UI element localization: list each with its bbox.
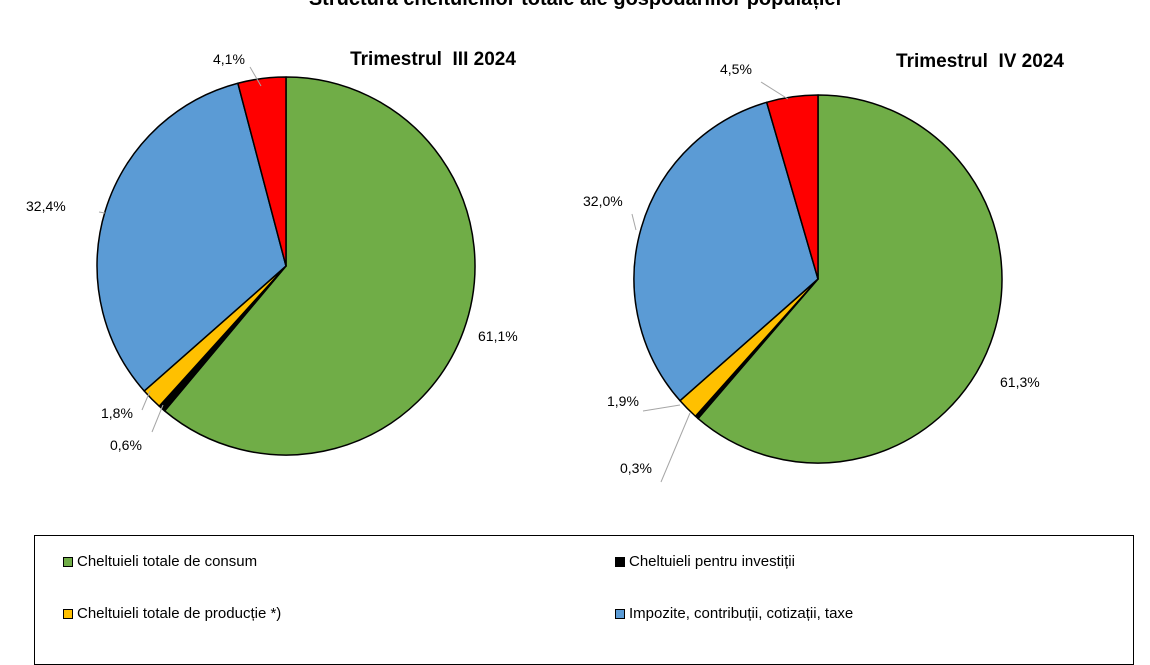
pie-title-q4: Trimestrul IV 2024 (896, 51, 1064, 72)
chart-main-title: Structura cheltuielilor totale ale gospo… (0, 0, 1150, 14)
legend-swatch-impozite (615, 608, 625, 619)
legend-swatch-consum (63, 556, 73, 567)
pie-slice-q4-alte (765, 94, 819, 280)
data-label-q4-productie: 1,9% (607, 393, 639, 409)
pie-charts: Trimestrul III 2024 61,1% 0,6% 1,8% 32,4% 4,… (26, 49, 1064, 483)
data-label-q4-investitii: 0,3% (620, 460, 652, 476)
pie-slice-q3-impozite (96, 82, 287, 392)
leader-line-q4-alte (760, 81, 789, 100)
pie-chart-q3: Trimestrul III 2024 61,1% 0,6% 1,8% 32,4% 4,… (26, 49, 518, 456)
legend-label-consum: Cheltuieli totale de consum (77, 553, 258, 570)
legend-item-investitii: Cheltuieli pentru investiții (615, 553, 795, 570)
data-label-q3-investitii: 0,6% (110, 437, 142, 453)
data-label-q4-consum: 61,3% (1000, 374, 1040, 390)
leader-line-q3-impozite (98, 211, 106, 214)
data-label-q4-impozite: 32,0% (583, 193, 623, 209)
leader-line-q3-alte (249, 66, 262, 87)
leader-line-q4-investitii (660, 412, 691, 483)
data-label-q3-alte: 4,1% (213, 51, 245, 67)
leader-line-q4-impozite (631, 213, 637, 231)
leader-line-q3-investitii (151, 404, 164, 433)
pie-slice-q4-consum (697, 94, 1003, 464)
legend-label-productie: Cheltuieli totale de producție *) (77, 605, 282, 622)
pie-chart-q4: Trimestrul IV 2024 61,3% 0,3% 1,9% 32,0% 4,5… (583, 51, 1064, 483)
legend-item-consum: Cheltuieli totale de consum (63, 553, 257, 570)
leader-line-q3-productie (141, 390, 151, 411)
data-label-q4-alte: 4,5% (720, 61, 752, 77)
legend-label-investitii: Cheltuieli pentru investiții (629, 553, 795, 570)
data-label-q3-consum: 61,1% (478, 328, 518, 344)
legend-swatch-productie (63, 608, 73, 619)
chart-legend: Cheltuieli totale de consum Cheltuieli p… (34, 535, 1134, 665)
legend-item-productie: Cheltuieli totale de producție *) (63, 605, 281, 622)
leader-line-q4-productie (642, 404, 681, 412)
pie-slice-q3-alte (237, 76, 287, 267)
data-label-q3-impozite: 32,4% (26, 198, 66, 214)
pie-title-q3: Trimestrul III 2024 (350, 49, 516, 70)
pie-slice-q4-impozite (633, 101, 819, 402)
legend-item-impozite: Impozite, contribuții, cotizații, taxe (615, 605, 853, 622)
pie-slice-q3-consum (163, 76, 476, 456)
data-label-q3-productie: 1,8% (101, 405, 133, 421)
legend-swatch-investitii (615, 556, 625, 567)
legend-label-impozite: Impozite, contribuții, cotizații, taxe (629, 605, 854, 622)
